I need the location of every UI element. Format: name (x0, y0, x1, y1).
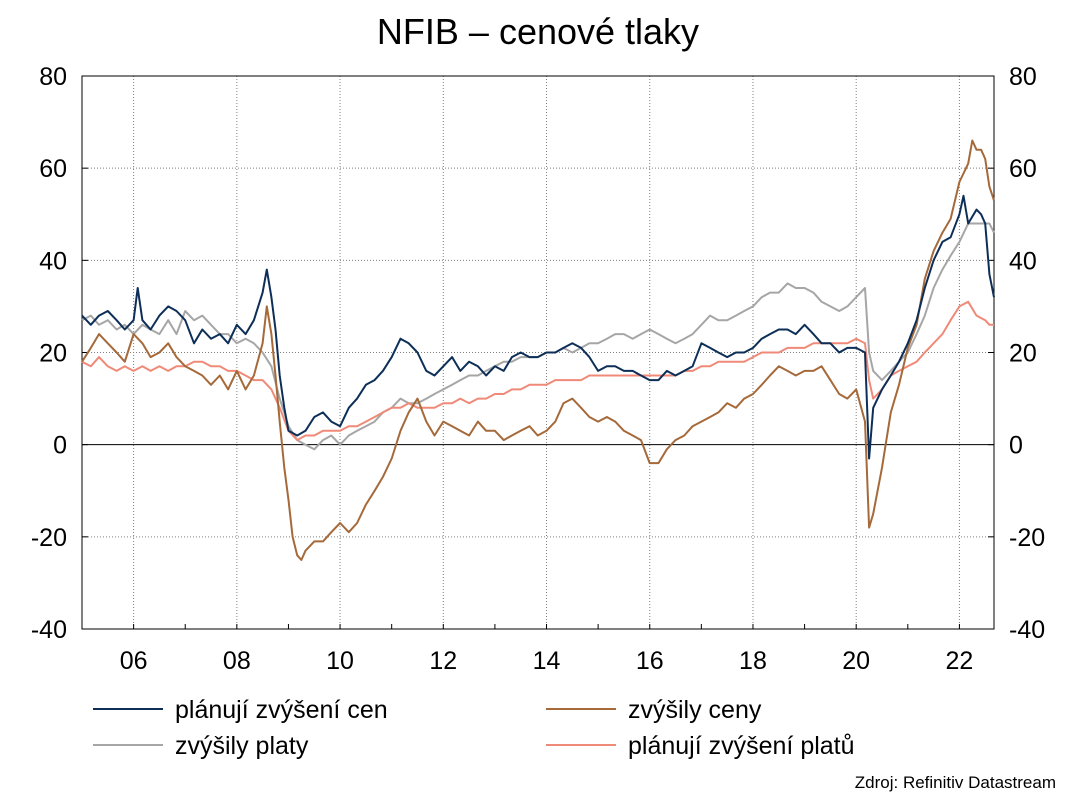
legend-label: zvýšily ceny (628, 696, 762, 724)
x-tick-label: 22 (946, 647, 974, 675)
y-tick-label-right: -40 (1009, 616, 1045, 644)
legend-label: plánují zvýšení cen (175, 696, 388, 724)
x-tick-label: 06 (120, 647, 148, 675)
legend-label: plánují zvýšení platů (628, 732, 855, 760)
y-tick-label-right: 80 (1009, 63, 1037, 91)
y-tick-label-left: 60 (39, 155, 67, 183)
series-line (81, 300, 994, 442)
x-tick-label: 18 (739, 647, 767, 675)
grid (82, 76, 994, 629)
y-axis-left: -40 -20 0 20 40 60 80 (31, 63, 88, 644)
y-tick-label-right: 40 (1009, 247, 1037, 275)
series-line (81, 194, 995, 460)
y-tick-label-left: 0 (53, 432, 67, 460)
series-line (81, 222, 995, 451)
x-tick-label: 10 (326, 647, 354, 675)
y-tick-label-left: -20 (31, 524, 67, 552)
x-tick-label: 16 (636, 647, 664, 675)
x-axis: 06 08 10 12 14 16 18 20 22 (81, 624, 974, 675)
legend-label: zvýšily platy (175, 732, 309, 760)
y-tick-label-right: -20 (1009, 524, 1045, 552)
y-tick-label-right: 20 (1009, 340, 1037, 368)
y-tick-label-left: 20 (39, 340, 67, 368)
legend: plánují zvýšení cen zvýšily ceny zvýšily p… (93, 696, 855, 760)
x-tick-label: 08 (223, 647, 251, 675)
x-tick-label: 20 (842, 647, 870, 675)
y-tick-label-right: 60 (1009, 155, 1037, 183)
y-tick-label-left: -40 (31, 616, 67, 644)
y-axis-right: -40 -20 0 20 40 60 80 (988, 63, 1045, 644)
y-tick-label-left: 40 (39, 247, 67, 275)
y-tick-label-left: 80 (39, 63, 67, 91)
chart-title: NFIB – cenové tlaky (377, 11, 699, 52)
x-tick-label: 12 (429, 647, 457, 675)
series-line (81, 139, 995, 561)
x-tick-label: 14 (533, 647, 561, 675)
source-note: Zdroj: Refinitiv Datastream (855, 773, 1056, 792)
series-lines (81, 139, 995, 561)
y-tick-label-right: 0 (1009, 432, 1023, 460)
